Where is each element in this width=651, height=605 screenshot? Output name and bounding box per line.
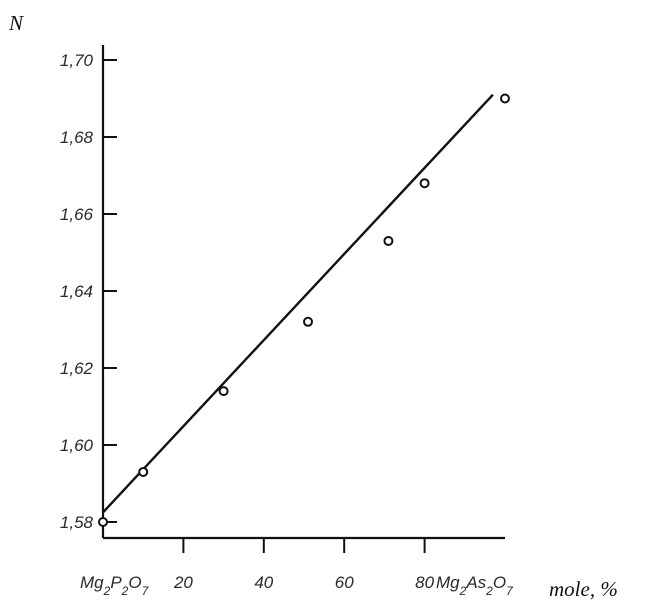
y-tick-label-0: 1,58 — [60, 513, 94, 532]
y-axis-title: N — [8, 11, 24, 35]
x-tick-label-2: 60 — [335, 573, 354, 592]
x-axis-title: mole, % — [549, 577, 618, 601]
data-point-5 — [419, 178, 430, 189]
data-point-6 — [500, 93, 510, 104]
y-tick-label-2: 1,62 — [60, 359, 94, 378]
y-tick-label-5: 1,68 — [60, 128, 94, 147]
y-tick-label-4: 1,66 — [60, 205, 94, 224]
x-axis-right-label: Mg2As2O7 — [436, 573, 514, 598]
x-tick-label-0: 20 — [173, 573, 193, 592]
data-point-2 — [218, 386, 229, 397]
x-tick-label-3: 80 — [415, 573, 434, 592]
y-tick-label-1: 1,60 — [60, 436, 94, 455]
fit-line — [102, 93, 494, 514]
y-tick-label-3: 1,64 — [60, 282, 93, 301]
data-point-4 — [383, 235, 394, 246]
y-axis-ticks: 1,58 1,60 1,62 1,64 1,66 1,68 1,70 — [60, 51, 117, 532]
x-axis-ticks: 20 40 60 80 — [173, 538, 435, 592]
data-point-3 — [303, 316, 314, 327]
data-point-1 — [138, 466, 149, 477]
data-point-0 — [98, 517, 108, 527]
x-tick-label-1: 40 — [254, 573, 273, 592]
x-axis-left-label: Mg2P2O7 — [80, 573, 150, 598]
data-points — [98, 93, 510, 527]
y-tick-label-6: 1,70 — [60, 51, 94, 70]
